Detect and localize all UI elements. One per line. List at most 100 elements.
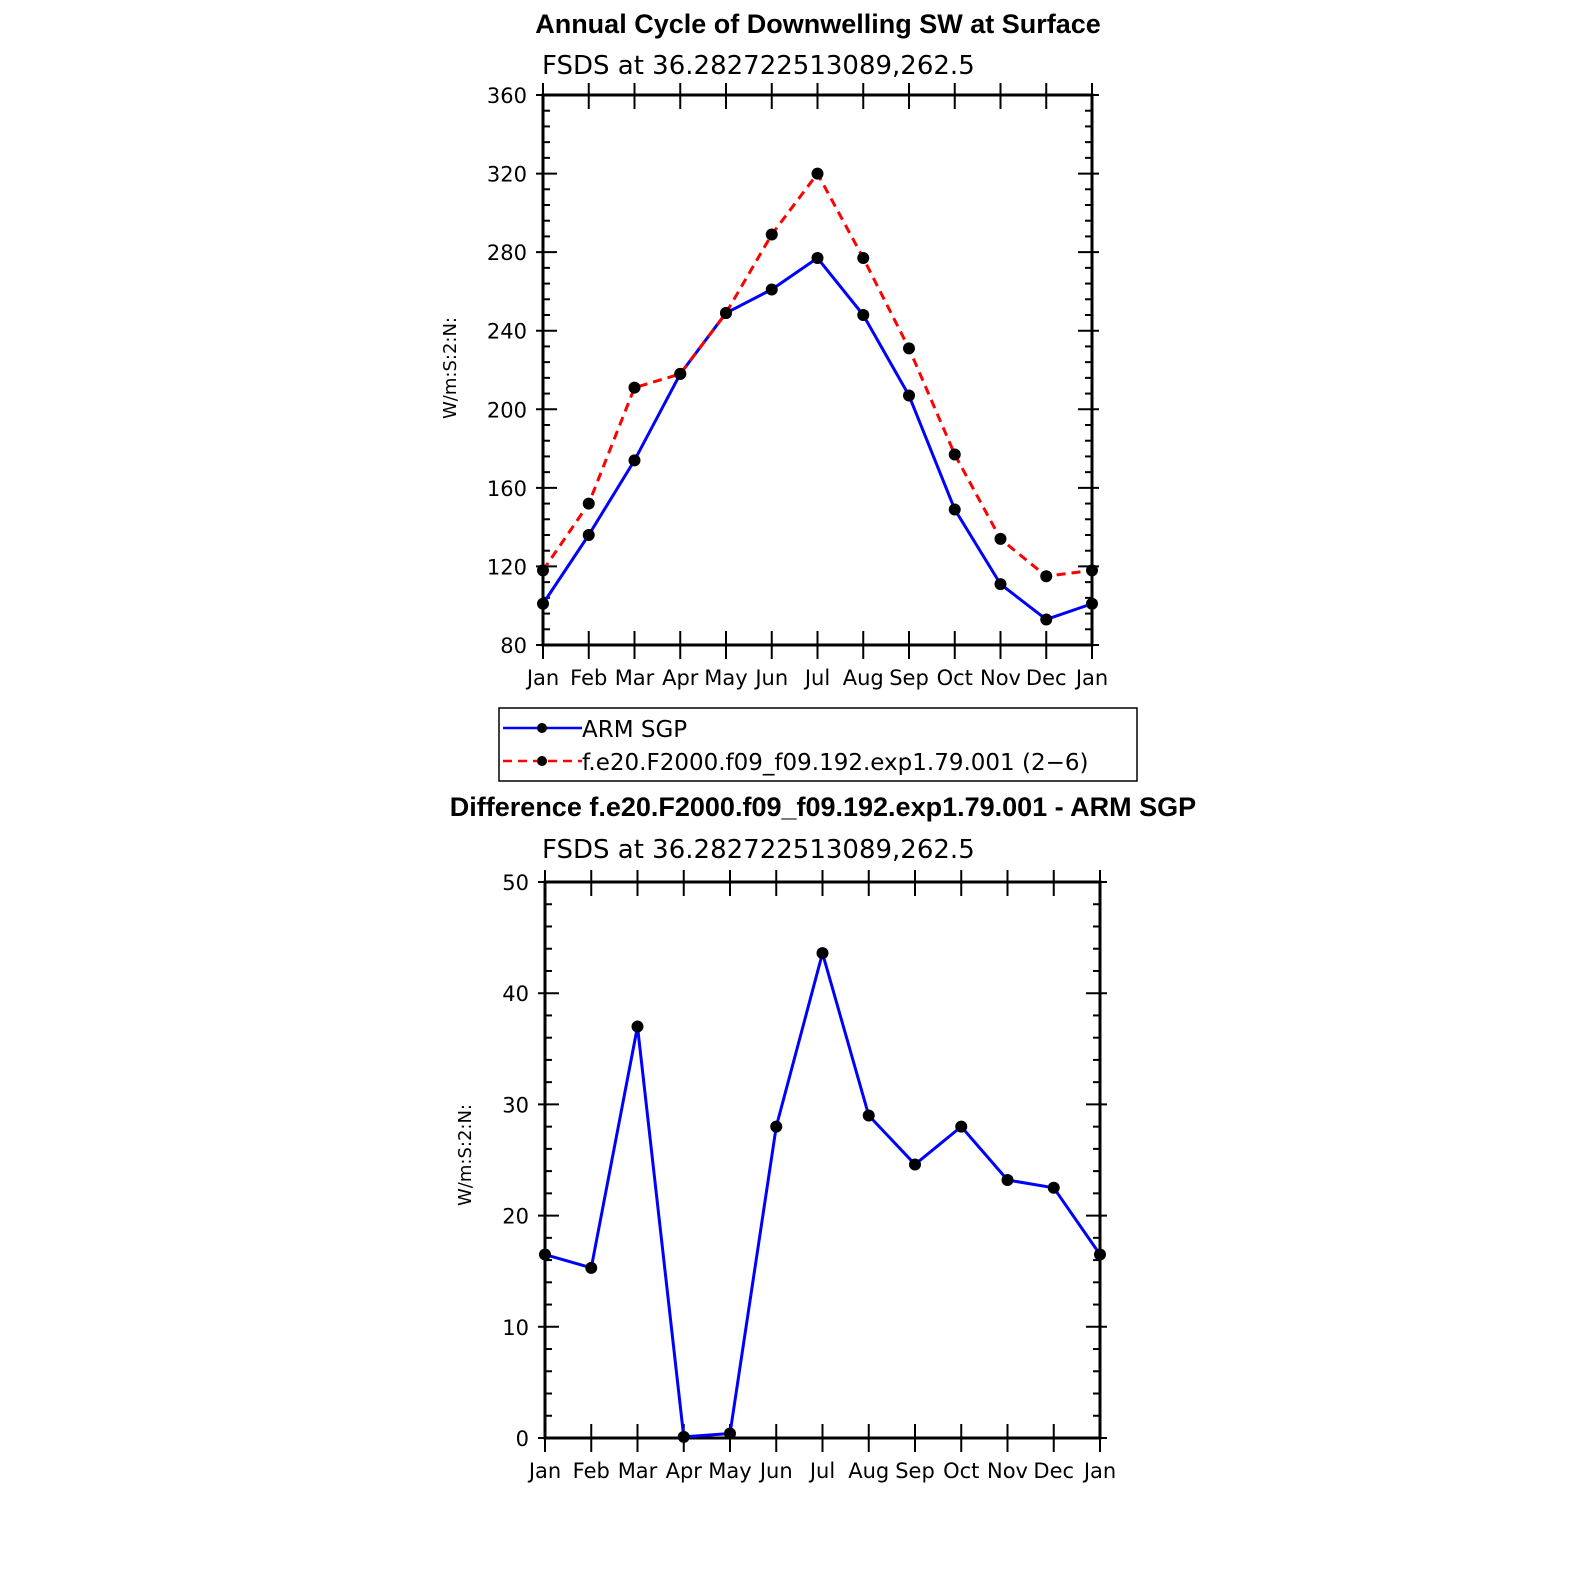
x-tick-label: Jan xyxy=(1074,666,1108,690)
series-0-point xyxy=(770,1120,783,1133)
x-tick-label: Dec xyxy=(1033,1459,1074,1483)
series-1-point xyxy=(948,448,961,461)
x-tick-label: Mar xyxy=(615,666,655,690)
x-tick-label: Jul xyxy=(808,1459,835,1483)
x-tick-label: Nov xyxy=(987,1459,1028,1483)
series-0-point xyxy=(677,1430,690,1443)
series-0-point xyxy=(816,947,829,960)
series-0-point xyxy=(1040,613,1053,626)
y-tick-label: 80 xyxy=(500,634,527,658)
y-tick-label: 160 xyxy=(487,477,527,501)
series-1-point xyxy=(1086,564,1098,577)
series-line-0 xyxy=(544,951,1102,1439)
series-0-point xyxy=(903,389,915,402)
x-tick-label: Mar xyxy=(618,1459,658,1483)
x-tick-label: Sep xyxy=(889,666,929,690)
series-1-point xyxy=(994,532,1007,545)
x-tick-label: Jun xyxy=(758,1459,793,1483)
legend-box xyxy=(498,707,1138,782)
x-tick-label: Nov xyxy=(980,666,1021,690)
series-0-point xyxy=(1047,1181,1060,1194)
x-tick-label: Aug xyxy=(848,1459,889,1483)
plot-frame xyxy=(543,880,1102,1440)
y-tick-label: 200 xyxy=(487,398,527,422)
x-tick-label: May xyxy=(704,666,747,690)
x-tick-label: Apr xyxy=(666,1459,703,1483)
series-1-point xyxy=(903,342,915,355)
y-tick-label: 280 xyxy=(487,241,527,265)
x-tick-label: Apr xyxy=(662,666,699,690)
x-tick-label: Dec xyxy=(1026,666,1067,690)
x-tick-label: Oct xyxy=(943,1459,979,1483)
series-line-0 xyxy=(541,256,1093,621)
series-1-point xyxy=(628,381,641,394)
x-tick-label: May xyxy=(708,1459,751,1483)
series-line-1 xyxy=(541,172,1093,578)
x-tick-label: Oct xyxy=(937,666,973,690)
y-tick-labels: 0 10 20 30 40 50 xyxy=(502,871,529,1451)
y-tick-label: 20 xyxy=(502,1205,529,1229)
x-tick-label: Sep xyxy=(895,1459,935,1483)
y-tick-labels: 80 120 160 200 240 280 320 360 xyxy=(487,84,527,658)
series-0-point xyxy=(631,1020,644,1033)
y-tick-label: 40 xyxy=(502,982,529,1006)
x-tick-label: Jun xyxy=(753,666,788,690)
series-1-point xyxy=(857,252,870,265)
legend-marker-model xyxy=(537,756,547,766)
series-1-point xyxy=(811,167,824,180)
series-0-point xyxy=(1094,1248,1106,1261)
series-1-point xyxy=(720,307,732,320)
x-tick-label: Jul xyxy=(803,666,830,690)
chart-title: Annual Cycle of Downwelling SW at Surfac… xyxy=(535,9,1101,39)
series-0-point xyxy=(539,1248,551,1261)
y-tick-label: 30 xyxy=(502,1093,529,1117)
x-tick-label: Aug xyxy=(843,666,884,690)
series-0-point xyxy=(628,454,641,467)
series-0-point xyxy=(765,283,778,296)
legend-label-model: f.e20.F2000.f09_f09.192.exp1.79.001 (2−6… xyxy=(582,750,1088,776)
x-tick-label: Jan xyxy=(1082,1459,1116,1483)
series-0-point xyxy=(582,529,595,541)
x-tick-label: Feb xyxy=(570,666,607,690)
series-0-point xyxy=(585,1261,598,1274)
series-group xyxy=(539,947,1106,1443)
x-tick-label: Feb xyxy=(573,1459,610,1483)
chart-title: Difference f.e20.F2000.f09_f09.192.exp1.… xyxy=(450,792,1196,822)
series-0-point xyxy=(724,1427,736,1440)
x-tick-label: Jan xyxy=(525,666,559,690)
series-group xyxy=(537,167,1098,626)
series-0-point xyxy=(537,597,549,610)
y-tick-label: 50 xyxy=(502,871,529,895)
series-0-point xyxy=(857,309,870,321)
difference-panel: Difference f.e20.F2000.f09_f09.192.exp1.… xyxy=(450,792,1196,1483)
y-tick-label: 10 xyxy=(502,1316,529,1340)
legend: ARM SGP f.e20.F2000.f09_f09.192.exp1.79.… xyxy=(498,707,1138,782)
series-0-point xyxy=(811,252,824,265)
y-tick-label: 320 xyxy=(487,163,527,187)
y-tick-label: 120 xyxy=(487,555,527,579)
y-tick-label: 0 xyxy=(516,1427,529,1451)
y-tick-label: 240 xyxy=(487,320,527,344)
y-axis-label: W/m:S:2:N: xyxy=(455,1104,476,1206)
chart-subtitle: FSDS at 36.282722513089,262.5 xyxy=(542,835,975,865)
annual-cycle-panel: Annual Cycle of Downwelling SW at Surfac… xyxy=(440,9,1138,782)
y-tick-label: 360 xyxy=(487,84,527,108)
series-1-point xyxy=(582,497,595,510)
legend-label-arm-sgp: ARM SGP xyxy=(582,717,687,743)
series-0-point xyxy=(909,1158,921,1171)
series-0-point xyxy=(994,578,1007,591)
series-0-point xyxy=(948,503,961,516)
series-0-point xyxy=(1086,597,1098,610)
legend-marker-arm-sgp xyxy=(537,723,547,733)
x-tick-labels: Jan Feb Mar Apr May Jun Jul Aug Sep Oct Nov Dec Jan xyxy=(525,666,1108,690)
tick-marks xyxy=(538,870,1107,1452)
x-tick-label: Jan xyxy=(527,1459,561,1483)
series-0-point xyxy=(1001,1174,1014,1187)
chart-subtitle: FSDS at 36.282722513089,262.5 xyxy=(542,51,975,81)
y-axis-label: W/m:S:2:N: xyxy=(440,317,461,419)
series-1-point xyxy=(674,367,687,380)
series-1-point xyxy=(537,564,549,577)
series-0-point xyxy=(955,1120,968,1133)
tick-marks xyxy=(536,83,1099,659)
